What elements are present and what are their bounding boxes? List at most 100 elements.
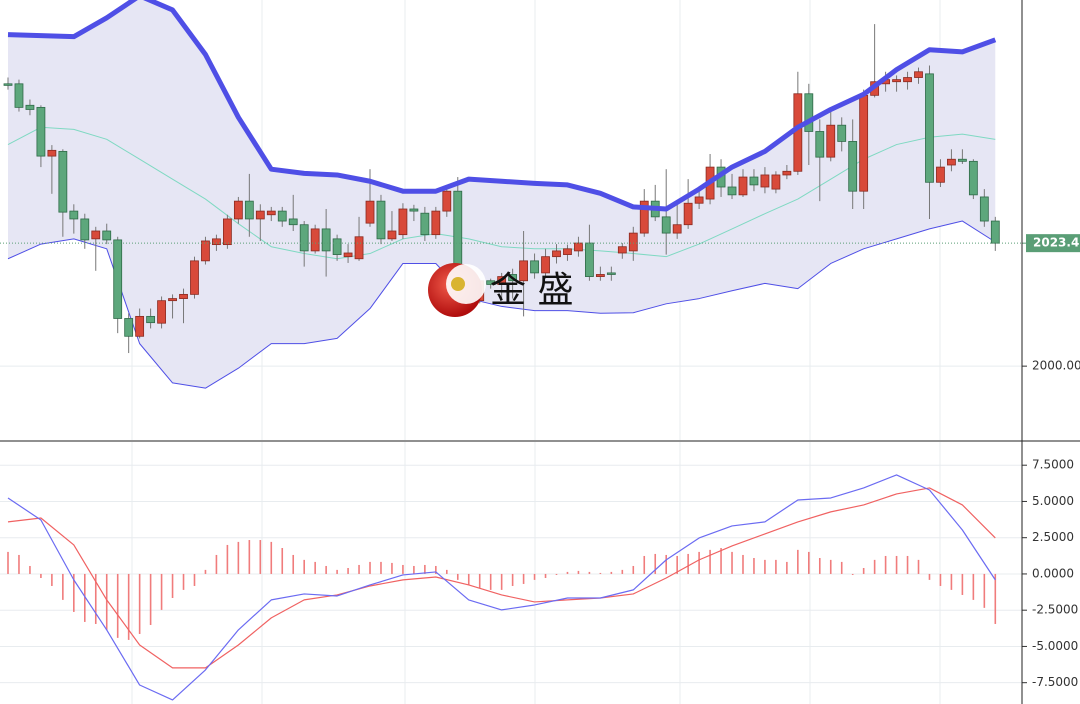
candle-body [233,200,243,220]
candle-body [102,230,112,241]
y-tick-label: -5.0000 [1032,639,1078,653]
y-tick-label: 0.0000 [1032,566,1074,580]
candle-body [58,150,68,213]
candle-body [420,212,430,236]
candle-body [804,93,814,132]
candle-body [530,260,539,274]
candle-body [508,274,518,282]
candle-body [628,232,638,252]
upper-band [7,0,997,212]
candle-body [563,248,572,255]
candle-body [255,210,265,220]
candle-body [979,196,989,222]
candle-body [859,94,869,192]
candle-body [212,238,221,246]
candle-body [552,250,561,258]
candle-body [431,210,441,236]
candle-body [892,79,901,83]
candle-body [826,124,836,158]
candle-body [749,176,759,186]
candle-body [639,200,649,234]
candle-body [694,196,704,204]
candle-body [617,246,627,254]
candle-body [3,83,13,86]
candle-body [310,228,320,252]
candle-body [69,210,79,220]
candle-body [146,315,156,324]
candle-body [25,104,35,110]
candle-body [343,252,353,258]
candle-body [222,218,232,246]
candle-body [936,166,945,183]
candle-body [135,315,145,337]
candle-body [595,274,605,277]
candle-body [47,149,57,157]
candle-body [990,220,1000,244]
watermark-logo: 金 盛 [428,263,573,317]
middle-band [7,126,996,260]
price-plot [0,0,1022,440]
candle-body [321,228,331,252]
lower-band [7,220,996,389]
y-tick-label: 7.5000 [1032,458,1074,472]
candle-body [398,208,408,236]
candle-body [190,260,199,295]
candle-body [14,83,24,108]
candle-body [409,208,419,212]
candle-body [683,202,693,226]
candle-body [903,77,912,83]
candle-body [442,190,452,212]
candle-body [277,210,287,222]
last-price-box [1026,234,1080,253]
candle-body [782,170,792,176]
candle-body [365,200,375,224]
candle-body [244,200,254,220]
candle-body [376,200,386,240]
candle-body [771,174,781,190]
candle-body [760,174,770,188]
candle-body [914,71,923,78]
candle-body [793,93,803,172]
watermark-text: 金 盛 [490,270,573,311]
candle-body [113,239,123,319]
candle-body [157,300,166,324]
candle-body [486,280,496,285]
candle-body [387,230,397,240]
candle-body [848,141,858,192]
dea-line [7,487,996,669]
candle-body [606,272,616,275]
candle-body [815,131,825,158]
candle-body [80,218,90,241]
candle-body [574,242,583,252]
candle-body [837,124,847,142]
last-price-label: 2023.48 [1033,236,1080,250]
candle-body [661,216,671,234]
candle-body [672,224,682,234]
candle-body [738,176,748,196]
candle-body [947,158,956,166]
candle-body [36,106,46,157]
candle-body [168,298,177,302]
candle-body [299,224,309,252]
candle-body [179,293,188,299]
y-tick-label: 5.0000 [1032,494,1074,508]
y-tick-label: -7.5000 [1032,675,1078,689]
y-tick-label: 2000.00 [1032,359,1080,373]
y-tick-label: 2.5000 [1032,530,1074,544]
candle-body [288,218,298,226]
candle-body [585,242,594,277]
dif-line [7,474,996,701]
candle-body [968,160,978,196]
band-fill [8,0,996,389]
candle-body [91,230,101,240]
candle-body [201,240,210,262]
candle-body [957,158,967,162]
candle-body [925,73,934,183]
candle-body [497,276,507,285]
candle-body [519,260,528,282]
candle-body [354,236,364,260]
candle-body [124,318,134,337]
